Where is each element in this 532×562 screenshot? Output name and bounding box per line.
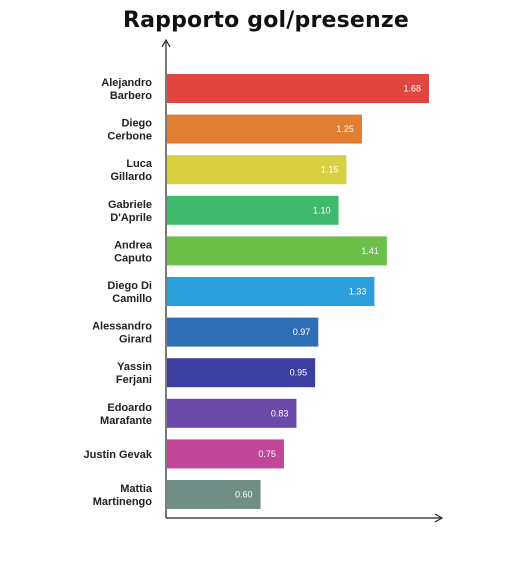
category-label-line: Martinengo [93, 496, 153, 508]
value-label: 0.83 [271, 408, 289, 418]
bar [167, 236, 387, 266]
bar [167, 114, 362, 144]
category-label-line: Justin Gevak [84, 449, 153, 461]
x-axis-arrow [434, 513, 444, 523]
value-label: 1.10 [313, 205, 331, 215]
category-label: Alejandro Barbero [101, 77, 152, 102]
bar [167, 155, 347, 185]
value-labels: 1.68 1.25 1.15 1.10 1.41 1.33 0.97 0.95 0.83 0.75… [235, 84, 421, 500]
axes [161, 38, 444, 523]
value-label: 1.25 [336, 124, 354, 134]
category-label: Gabriele D'Aprile [108, 199, 152, 224]
value-label: 0.97 [293, 327, 311, 337]
bars [167, 74, 429, 509]
category-label-line: Marafante [100, 415, 152, 427]
category-label-line: Mattia [120, 483, 153, 495]
value-label: 0.75 [258, 449, 276, 459]
category-label-line: Barbero [110, 90, 152, 102]
bar [167, 74, 429, 103]
category-label-line: Edoardo [107, 402, 152, 414]
bar [167, 317, 319, 347]
category-label: Edoardo Marafante [100, 402, 152, 427]
category-label-line: Alessandro [92, 321, 152, 333]
chart-title: Rapporto gol/presenze [122, 8, 410, 33]
category-label-line: Yassin [117, 361, 152, 373]
category-label-line: Cerbone [107, 131, 152, 143]
bar [167, 277, 375, 306]
category-label-line: Camillo [112, 293, 152, 305]
value-label: 1.41 [361, 246, 379, 256]
value-label: 1.33 [349, 287, 367, 297]
bar [167, 195, 339, 225]
category-label-line: Girard [119, 334, 152, 346]
category-label: Alessandro Girard [92, 321, 152, 346]
category-label-line: Ferjani [116, 374, 152, 386]
category-label: Andrea Caputo [114, 239, 153, 264]
category-label: Yassin Ferjani [116, 361, 152, 386]
category-label-line: Caputo [114, 252, 152, 264]
category-label: Luca Gillardo [110, 158, 152, 183]
bar [167, 398, 297, 428]
category-label: Justin Gevak [84, 449, 153, 461]
category-label: Mattia Martinengo [93, 483, 153, 508]
value-label: 0.60 [235, 490, 253, 500]
category-label: Diego Cerbone [107, 118, 152, 143]
category-label-line: Gillardo [110, 171, 152, 183]
bar [167, 358, 316, 388]
category-label: Diego Di Camillo [107, 280, 152, 305]
bar [167, 480, 261, 509]
category-label-line: Luca [126, 158, 153, 170]
category-label-line: Andrea [114, 239, 153, 251]
category-labels: Alejandro Barbero Diego Cerbone Luca Gillardo… [84, 77, 153, 508]
category-label-line: Diego Di [107, 280, 152, 292]
category-label-line: D'Aprile [110, 212, 152, 224]
y-axis-arrow [161, 38, 171, 48]
value-label: 1.68 [403, 84, 421, 94]
value-label: 1.15 [321, 165, 339, 175]
category-label-line: Diego [121, 118, 152, 130]
category-label-line: Alejandro [101, 77, 152, 89]
value-label: 0.95 [290, 368, 308, 378]
bar [167, 439, 284, 469]
category-label-line: Gabriele [108, 199, 152, 211]
